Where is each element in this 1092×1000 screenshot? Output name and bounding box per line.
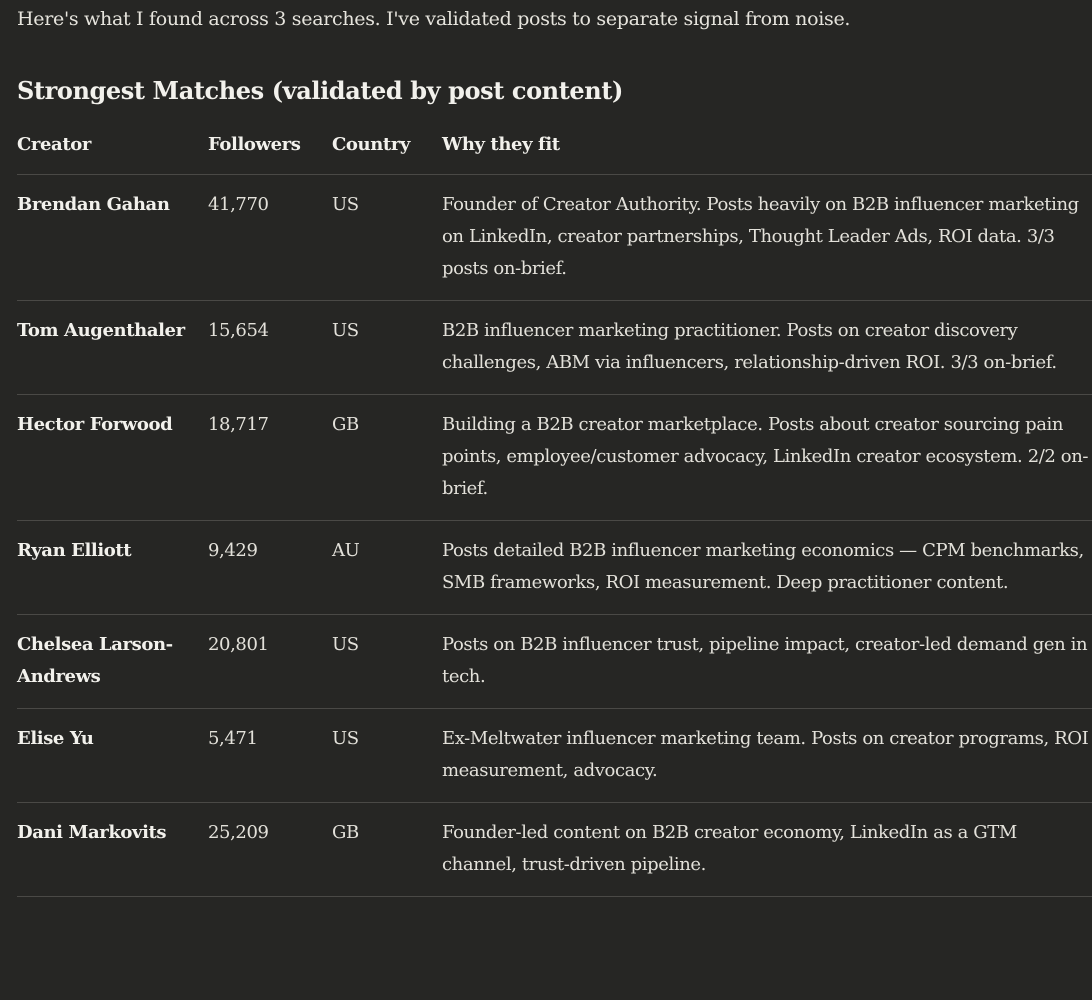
creator-name: Ryan Elliott [17, 520, 208, 615]
response-content: Here's what I found across 3 searches. I… [17, 8, 1092, 897]
fit-reason: Ex-Meltwater influencer marketing team. … [442, 708, 1092, 803]
follower-count: 18,717 [208, 394, 332, 521]
creator-name: Dani Markovits [17, 802, 208, 897]
country-code: GB [332, 802, 442, 897]
fit-reason: Posts on B2B influencer trust, pipeline … [442, 614, 1092, 709]
table-header-row: Creator Followers Country Why they fit [17, 129, 1092, 175]
table-row: Tom Augenthaler 15,654 US B2B influencer… [17, 300, 1092, 395]
fit-reason: B2B influencer marketing practitioner. P… [442, 300, 1092, 395]
column-header-creator: Creator [17, 129, 208, 175]
creator-name: Hector Forwood [17, 394, 208, 521]
table-row: Brendan Gahan 41,770 US Founder of Creat… [17, 174, 1092, 301]
table-row: Ryan Elliott 9,429 AU Posts detailed B2B… [17, 520, 1092, 615]
creator-name: Tom Augenthaler [17, 300, 208, 395]
follower-count: 41,770 [208, 174, 332, 301]
creators-table: Creator Followers Country Why they fit B… [17, 129, 1092, 897]
creator-name: Elise Yu [17, 708, 208, 803]
country-code: US [332, 174, 442, 301]
column-header-why: Why they fit [442, 129, 1092, 175]
country-code: US [332, 300, 442, 395]
country-code: US [332, 614, 442, 709]
follower-count: 5,471 [208, 708, 332, 803]
table-row: Chelsea Larson-Andrews 20,801 US Posts o… [17, 614, 1092, 709]
column-header-followers: Followers [208, 129, 332, 175]
creator-name: Chelsea Larson-Andrews [17, 614, 208, 709]
follower-count: 9,429 [208, 520, 332, 615]
table-row: Hector Forwood 18,717 GB Building a B2B … [17, 394, 1092, 521]
fit-reason: Founder-led content on B2B creator econo… [442, 802, 1092, 897]
table-row: Dani Markovits 25,209 GB Founder-led con… [17, 802, 1092, 897]
column-header-country: Country [332, 129, 442, 175]
country-code: GB [332, 394, 442, 521]
creator-name: Brendan Gahan [17, 174, 208, 301]
follower-count: 25,209 [208, 802, 332, 897]
follower-count: 20,801 [208, 614, 332, 709]
table-row: Elise Yu 5,471 US Ex-Meltwater influence… [17, 708, 1092, 803]
fit-reason: Building a B2B creator marketplace. Post… [442, 394, 1092, 521]
fit-reason: Founder of Creator Authority. Posts heav… [442, 174, 1092, 301]
follower-count: 15,654 [208, 300, 332, 395]
country-code: AU [332, 520, 442, 615]
intro-text: Here's what I found across 3 searches. I… [17, 8, 851, 30]
section-title: Strongest Matches (validated by post con… [17, 76, 623, 105]
country-code: US [332, 708, 442, 803]
fit-reason: Posts detailed B2B influencer marketing … [442, 520, 1092, 615]
